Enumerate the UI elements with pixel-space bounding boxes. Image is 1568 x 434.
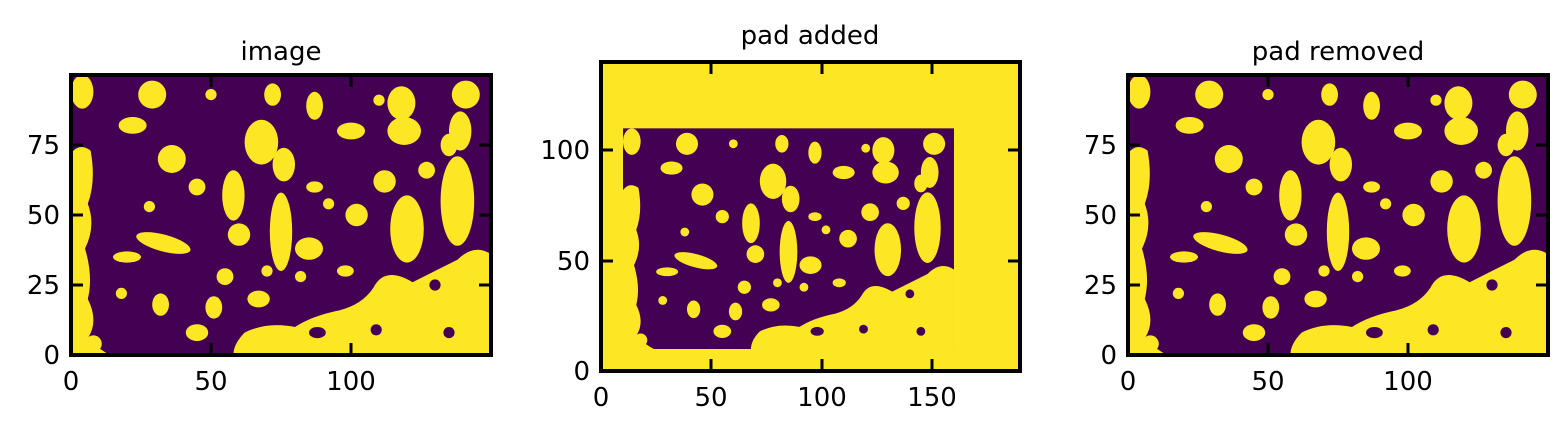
y-tick-label: 100: [540, 136, 590, 166]
x-tick-label: 0: [63, 367, 80, 397]
x-tick-label: 0: [593, 383, 610, 413]
y-tick-label: 75: [1084, 131, 1117, 161]
axis-ticks: [599, 62, 1020, 373]
x-tick-label: 100: [1383, 367, 1433, 397]
y-tick-label: 50: [1084, 201, 1117, 231]
y-tick-label: 50: [27, 201, 60, 231]
axis-ticks: [1126, 75, 1548, 357]
y-tick-label: 0: [1100, 341, 1117, 371]
x-tick-label: 50: [694, 383, 727, 413]
y-tick-label: 0: [573, 357, 590, 387]
x-tick-label: 50: [1251, 367, 1284, 397]
panel-pad-added: pad added 0 50 100 150 0 50 100: [540, 21, 1022, 413]
y-tick-label: 25: [1084, 271, 1117, 301]
panel-title: pad removed: [1252, 37, 1424, 67]
panel-title: image: [241, 37, 322, 67]
heatmap-pad-added: [623, 128, 954, 349]
panel-title: pad added: [741, 21, 880, 51]
x-tick-label: 100: [797, 383, 847, 413]
x-tick-label: 100: [326, 367, 376, 397]
heatmap-image: [71, 75, 491, 356]
y-tick-label: 75: [27, 131, 60, 161]
y-tick-label: 25: [27, 271, 60, 301]
x-tick-label: 150: [907, 383, 957, 413]
y-tick-label: 0: [43, 341, 60, 371]
heatmap-pad-removed: [1128, 75, 1548, 356]
axis-ticks: [69, 75, 491, 357]
plot-frame: [599, 60, 1022, 373]
panel-pad-removed: pad removed 0 50 100 0 25 50 75: [1084, 37, 1550, 397]
x-tick-label: 50: [194, 367, 227, 397]
x-tick-label: 0: [1120, 367, 1137, 397]
panel-image: image 0 50 100 0 25 50 75: [27, 37, 493, 397]
y-tick-label: 50: [557, 247, 590, 277]
